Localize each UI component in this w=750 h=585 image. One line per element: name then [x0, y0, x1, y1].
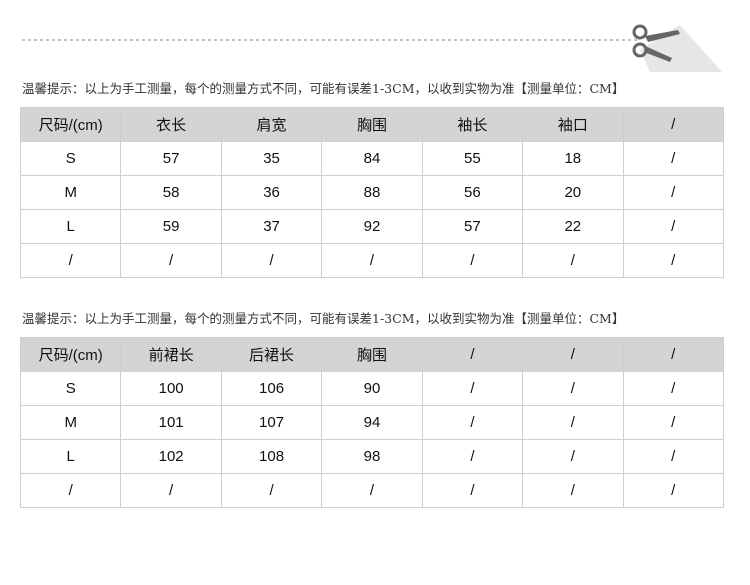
header-row: 尺码/(cm) 前裙长 后裙长 胸围 / / /: [19, 337, 725, 372]
data-row: / / / / / / /: [19, 243, 725, 278]
cell: 57: [120, 141, 222, 176]
decoration: [22, 24, 722, 72]
cell: /: [220, 243, 323, 278]
cell: M: [19, 405, 122, 440]
note: 温馨提示：以上为手工测量，每个的测量方式不同，可能有误差1-3CM，以收到实物为…: [22, 81, 625, 96]
cell: /: [622, 175, 725, 210]
cell: 92: [321, 209, 423, 244]
data-row: L 102 108 98// /: [19, 439, 725, 474]
header-row: 尺码/(cm) 衣长 肩宽 胸围 袖长 袖口 /: [19, 107, 725, 142]
cell: /: [622, 405, 725, 440]
scissors-icon: [632, 24, 680, 62]
cell: L: [19, 209, 122, 244]
header-cell: 胸围: [321, 337, 423, 372]
cell: M: [19, 175, 122, 210]
header-cell: /: [622, 107, 725, 142]
cell: 88: [321, 175, 423, 210]
cell: /: [421, 405, 524, 440]
header-cell: /: [622, 337, 725, 372]
header-cell: 胸围: [321, 107, 423, 142]
cell: /: [622, 141, 725, 176]
cell: /: [421, 371, 524, 406]
cell: S: [19, 141, 122, 176]
data-row: M 101 107 94// /: [19, 405, 725, 440]
header-cell: 袖口: [522, 107, 624, 142]
cell: 94: [321, 405, 423, 440]
cell: /: [220, 473, 323, 508]
cell: /: [522, 439, 624, 474]
cell: L: [19, 439, 122, 474]
header-cell: 后裙长: [220, 337, 323, 372]
data-row: M 58 36 88 56 20/: [19, 175, 725, 210]
cell: /: [522, 405, 624, 440]
cell: /: [522, 243, 624, 278]
cell: /: [622, 371, 725, 406]
cell: /: [19, 243, 122, 278]
size-table: 尺码/(cm) 衣长 肩宽 胸围 袖长 袖口 / S 57 35 84 55 18/M 58 36 88 56 2…: [19, 107, 725, 278]
header-cell: 肩宽: [220, 107, 323, 142]
data-row: L 59 37 92 57 22/: [19, 209, 725, 244]
cell: 100: [120, 371, 222, 406]
header-cell: /: [522, 337, 624, 372]
cell: 57: [421, 209, 524, 244]
cell: 18: [522, 141, 624, 176]
cell: /: [421, 473, 524, 508]
header-cell: 尺码/(cm): [19, 107, 122, 142]
cell: 90: [321, 371, 423, 406]
data-row: S 57 35 84 55 18/: [19, 141, 725, 176]
cell: 58: [120, 175, 222, 210]
cell: /: [321, 473, 423, 508]
cell: 56: [421, 175, 524, 210]
cell: /: [522, 371, 624, 406]
cell: 36: [220, 175, 323, 210]
note: 温馨提示：以上为手工测量，每个的测量方式不同，可能有误差1-3CM，以收到实物为…: [22, 311, 625, 326]
cell: 22: [522, 209, 624, 244]
cell: 35: [220, 141, 323, 176]
cell: 106: [220, 371, 323, 406]
size-table: 尺码/(cm) 前裙长 后裙长 胸围 / / / S 100 106 90// / M 101 107 94/…: [19, 337, 725, 508]
cell: 37: [220, 209, 323, 244]
cell: /: [622, 473, 725, 508]
cell: /: [19, 473, 122, 508]
cell: /: [622, 209, 725, 244]
cell: /: [622, 439, 725, 474]
paper-corner: [640, 25, 722, 72]
cell: 20: [522, 175, 624, 210]
cell: /: [421, 243, 524, 278]
cell: /: [522, 473, 624, 508]
cell: 59: [120, 209, 222, 244]
header-cell: /: [421, 337, 524, 372]
cell: 102: [120, 439, 222, 474]
cell: 108: [220, 439, 323, 474]
cell: 84: [321, 141, 423, 176]
cell: S: [19, 371, 122, 406]
cell: 101: [120, 405, 222, 440]
header-cell: 衣长: [120, 107, 222, 142]
cell: /: [421, 439, 524, 474]
cell: /: [120, 473, 222, 508]
cell: 55: [421, 141, 524, 176]
header-cell: 前裙长: [120, 337, 222, 372]
cell: 107: [220, 405, 323, 440]
data-row: S 100 106 90// /: [19, 371, 725, 406]
cell: /: [622, 243, 725, 278]
data-row: / / / / / / /: [19, 473, 725, 508]
header-cell: 尺码/(cm): [19, 337, 122, 372]
cell: 98: [321, 439, 423, 474]
header-cell: 袖长: [421, 107, 524, 142]
cell: /: [120, 243, 222, 278]
cell: /: [321, 243, 423, 278]
